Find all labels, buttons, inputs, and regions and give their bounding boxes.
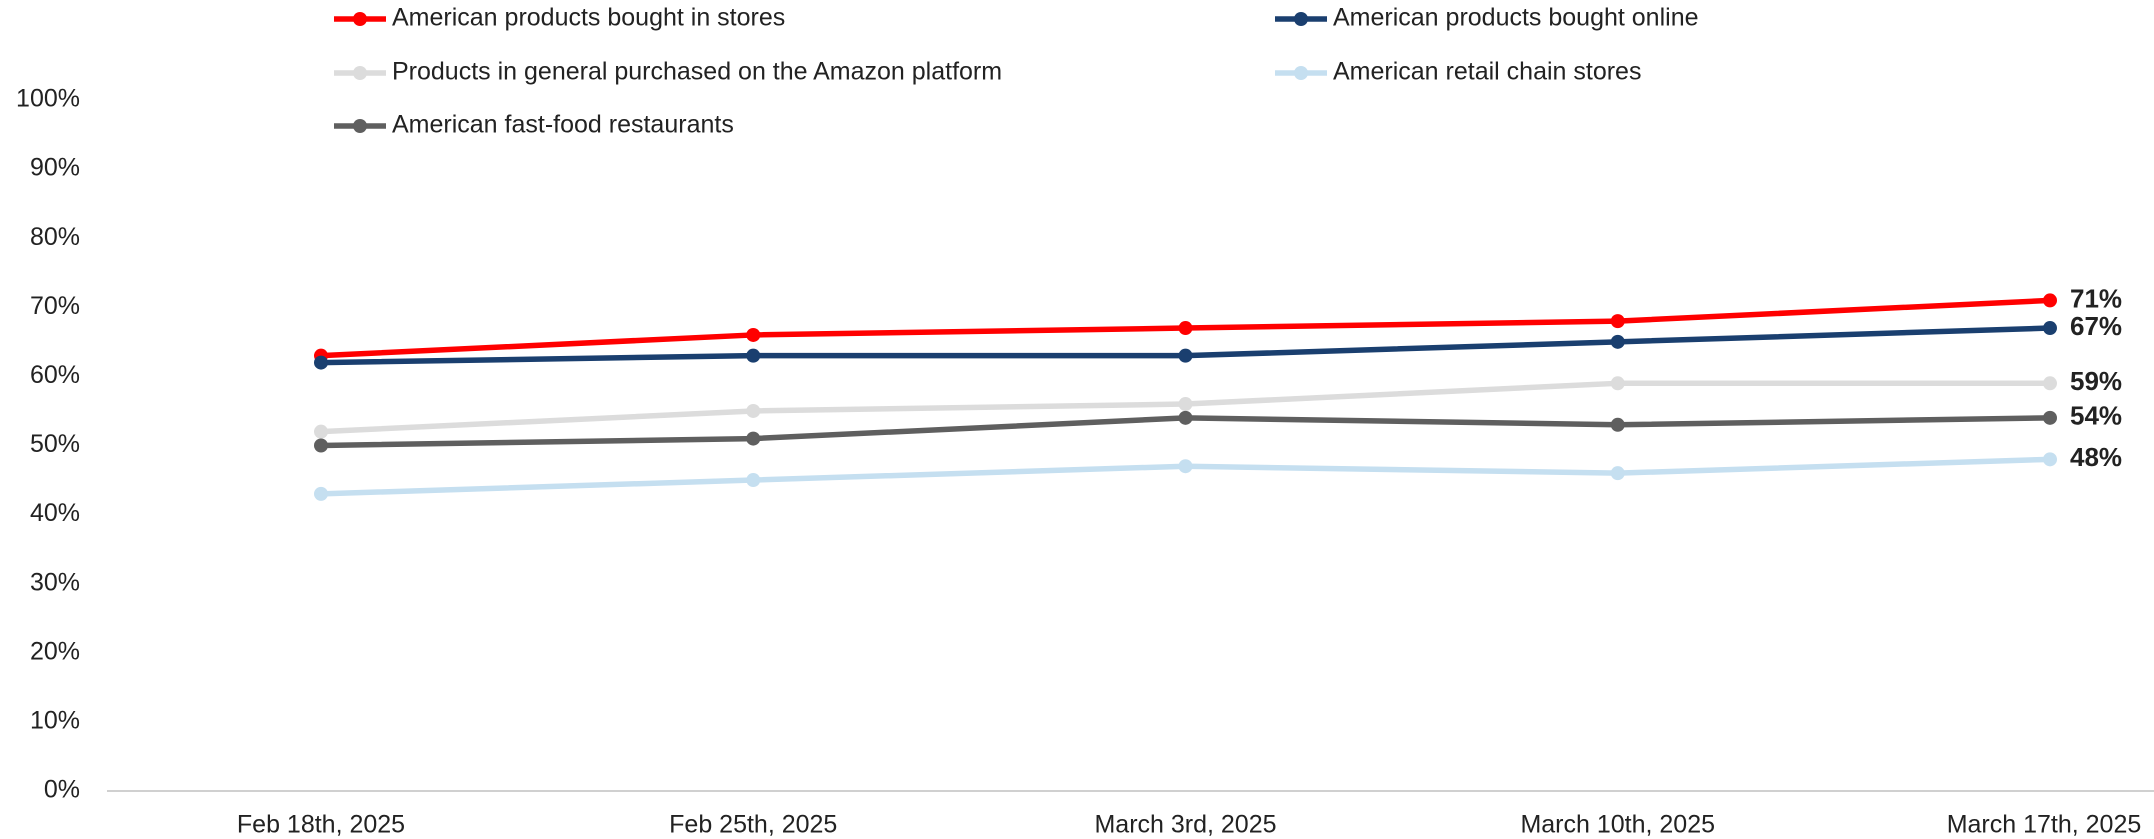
data-point [746,431,761,446]
y-tick-label: 20% [30,637,80,665]
y-tick-label: 50% [30,430,80,458]
y-tick-label: 100% [16,85,80,113]
x-tick-label: March 3rd, 2025 [1094,811,1276,839]
legend-marker [353,12,367,26]
data-label: 67% [2070,311,2122,341]
y-tick-label: 70% [30,292,80,320]
y-tick-label: 0% [44,776,80,804]
data-point [314,355,328,370]
y-tick-label: 90% [30,154,80,182]
data-point [1178,410,1193,425]
legend-label: American products bought in stores [392,4,785,32]
legend-label: American fast-food restaurants [392,111,734,139]
data-point [1610,314,1625,329]
legend-label: American retail chain stores [1333,58,1641,86]
data-point [314,438,328,453]
data-point [746,348,761,363]
data-point [2043,321,2057,336]
legend-marker [353,119,367,133]
y-tick-label: 40% [30,499,80,527]
data-point [746,327,761,342]
data-label: 54% [2070,401,2122,431]
y-tick-label: 30% [30,568,80,596]
legend-label: American products bought online [1333,4,1699,32]
data-point [2043,293,2057,308]
y-tick-label: 10% [30,707,80,735]
data-point [1610,376,1625,391]
data-label: 71% [2070,283,2122,313]
legend-marker [1294,66,1308,80]
data-point [1610,466,1625,481]
data-point [1178,459,1193,474]
legend-marker [353,66,367,80]
legend-marker [1294,12,1308,26]
data-point [746,403,761,418]
data-point [2043,452,2057,467]
data-label: 48% [2070,442,2122,472]
y-tick-label: 60% [30,361,80,389]
data-point [1610,334,1625,349]
data-point [314,424,328,439]
data-point [2043,376,2057,391]
x-tick-label: March 17th, 2025 [1947,811,2142,839]
data-point [314,486,328,501]
data-point [1610,417,1625,432]
legend-label: Products in general purchased on the Ama… [392,58,1002,86]
x-tick-label: March 10th, 2025 [1520,811,1715,839]
x-tick-label: Feb 18th, 2025 [237,811,405,839]
data-label: 59% [2070,366,2122,396]
data-point [1178,397,1193,412]
data-point [1178,321,1193,336]
data-point [1178,348,1193,363]
data-point [746,473,761,488]
y-tick-label: 80% [30,223,80,251]
x-tick-label: Feb 25th, 2025 [669,811,837,839]
data-point [2043,410,2057,425]
